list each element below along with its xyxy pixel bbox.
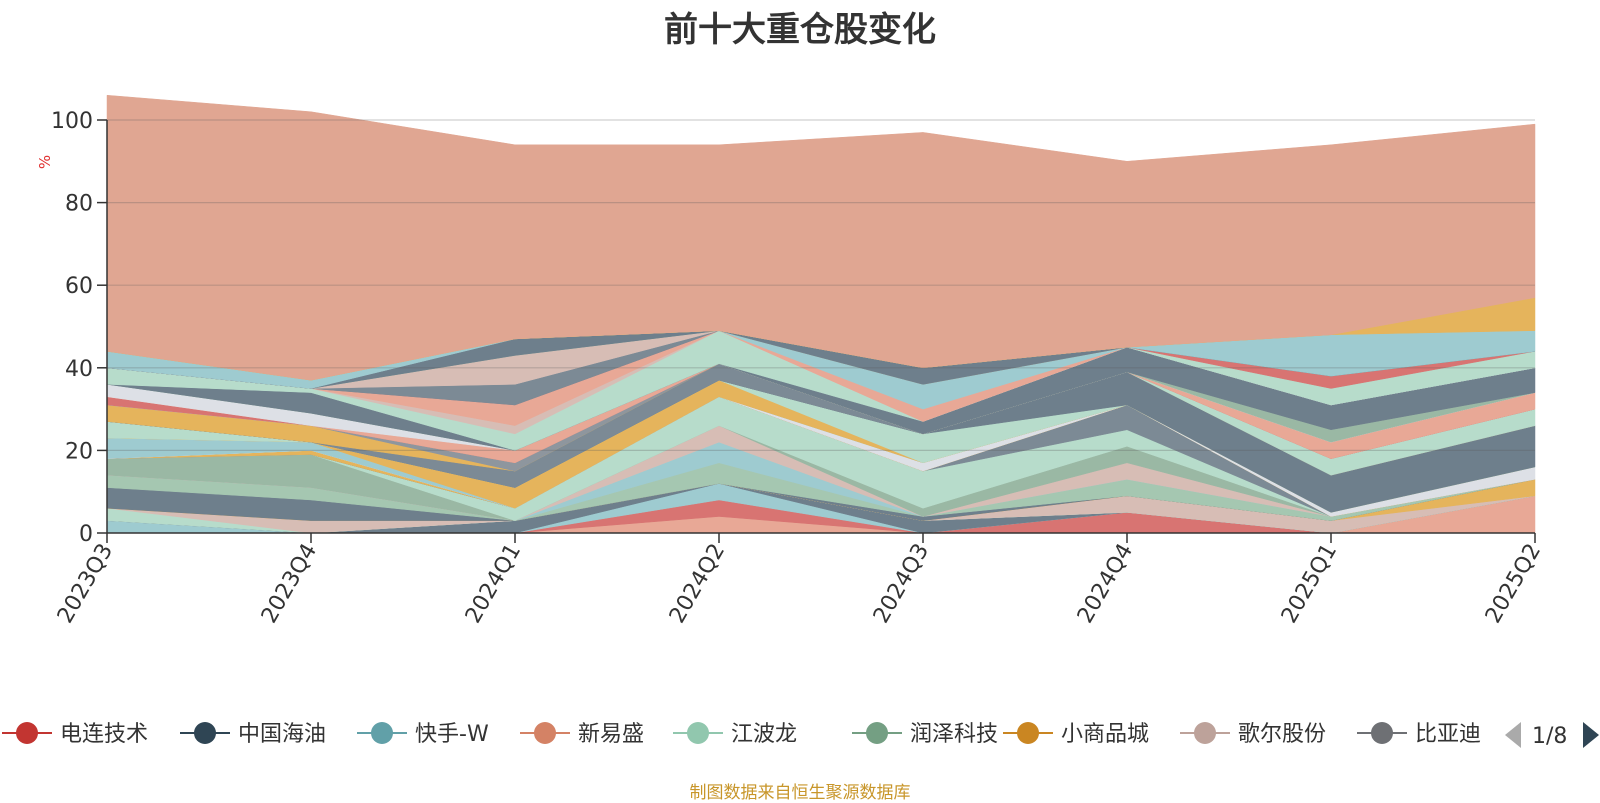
y-axis-unit-label: % <box>36 155 54 169</box>
legend-marker-icon <box>16 722 38 744</box>
y-tick-label: 40 <box>65 357 93 382</box>
legend-marker-icon <box>687 722 709 744</box>
legend-marker-icon <box>194 722 216 744</box>
legend-marker-icon <box>1194 722 1216 744</box>
x-tick-label: 2024Q1 <box>461 540 526 628</box>
y-tick-label: 80 <box>65 192 93 217</box>
legend-next-page-icon[interactable] <box>1583 722 1599 748</box>
legend-label: 歌尔股份 <box>1238 722 1326 747</box>
legend-label: 新易盛 <box>578 722 644 747</box>
y-tick-label: 0 <box>79 522 93 547</box>
legend-item[interactable]: 新易盛 <box>520 722 644 747</box>
legend-item[interactable]: 小商品城 <box>1003 722 1149 747</box>
legend-prev-page-icon[interactable] <box>1505 722 1521 748</box>
x-tick-label: 2025Q1 <box>1277 540 1342 628</box>
legend-marker-icon <box>1017 722 1039 744</box>
legend-label: 快手-W <box>415 722 489 747</box>
legend[interactable]: 电连技术 中国海油 快手-W 新易盛 江波龙 润泽科技 小商品城 歌尔股份 比亚迪 1/8 <box>2 722 1599 749</box>
x-tick-label: 2023Q3 <box>53 540 118 628</box>
legend-label: 比亚迪 <box>1415 722 1481 747</box>
legend-marker-icon <box>534 722 556 744</box>
x-tick-label: 2025Q2 <box>1481 540 1546 628</box>
legend-item[interactable]: 比亚迪 <box>1357 722 1481 747</box>
legend-label: 江波龙 <box>731 722 797 747</box>
legend-marker-icon <box>1371 722 1393 744</box>
legend-item[interactable]: 电连技术 <box>2 722 148 747</box>
legend-label: 中国海油 <box>238 722 326 747</box>
y-tick-label: 100 <box>51 109 93 134</box>
source-note: 制图数据来自恒生聚源数据库 <box>689 783 911 803</box>
legend-label: 电连技术 <box>60 722 148 747</box>
y-tick-label: 60 <box>65 274 93 299</box>
x-tick-label: 2024Q2 <box>665 540 730 628</box>
area-layers <box>106 94 1536 534</box>
legend-marker-icon <box>371 722 393 744</box>
x-tick-label: 2024Q3 <box>869 540 934 628</box>
legend-label: 润泽科技 <box>910 722 998 747</box>
legend-label: 小商品城 <box>1061 722 1149 747</box>
legend-page-indicator: 1/8 <box>1532 724 1567 749</box>
legend-item[interactable]: 润泽科技 <box>852 722 998 747</box>
x-tick-label: 2024Q4 <box>1073 540 1138 628</box>
grid-lines <box>107 119 1535 451</box>
x-tick-label: 2023Q4 <box>257 540 322 628</box>
legend-marker-icon <box>866 722 888 744</box>
legend-item[interactable]: 江波龙 <box>673 722 797 747</box>
legend-item[interactable]: 快手-W <box>357 722 489 747</box>
chart-title: 前十大重仓股变化 <box>664 10 936 50</box>
area-layer-42 <box>106 94 1536 381</box>
legend-item[interactable]: 中国海油 <box>180 722 326 747</box>
legend-item[interactable]: 歌尔股份 <box>1180 722 1326 747</box>
y-tick-label: 20 <box>65 439 93 464</box>
